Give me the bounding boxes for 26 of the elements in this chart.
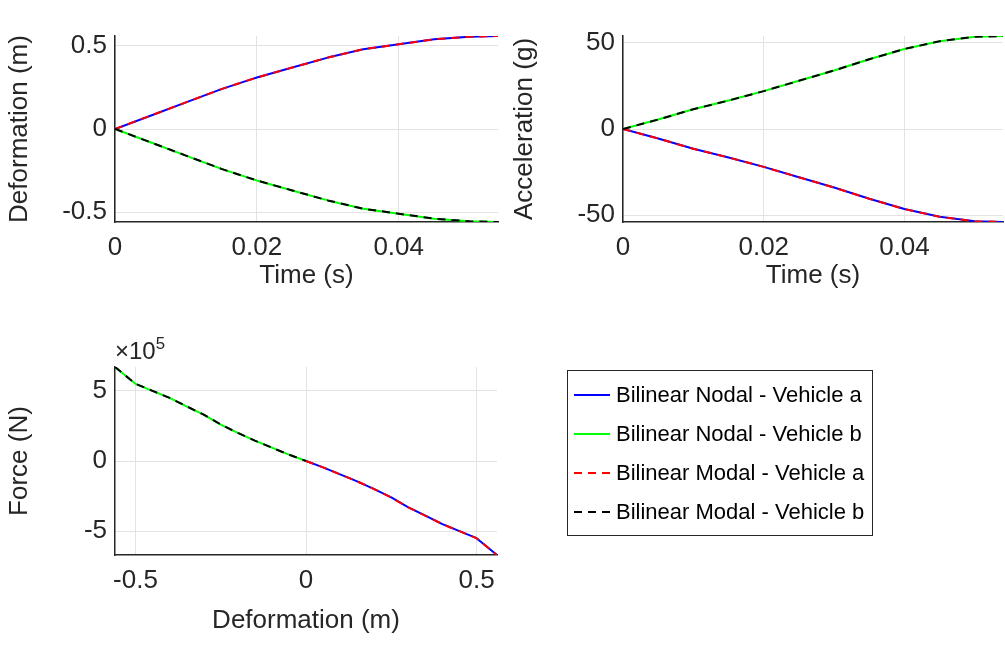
legend-label: Bilinear Modal - Vehicle b: [616, 498, 865, 525]
x-axis-title: Time (s): [259, 258, 354, 289]
legend-label: Bilinear Modal - Vehicle a: [616, 459, 865, 486]
x-tick-label: 0.5: [458, 563, 495, 594]
x-tick-label: 0: [298, 563, 314, 594]
x-tick-label: 0.02: [738, 230, 790, 261]
y-tick-label: 0: [600, 112, 615, 143]
y-tick-label: -50: [577, 198, 615, 229]
x-axis-title: Deformation (m): [212, 603, 400, 634]
y-tick-label: -0.5: [62, 195, 107, 226]
y-tick-label: -5: [83, 514, 107, 545]
y-axis-title: Deformation (m): [2, 35, 33, 223]
x-axis-title: Time (s): [765, 258, 861, 289]
y-tick-label: 0: [92, 112, 107, 143]
y-tick-label: 0.5: [70, 29, 107, 60]
y-tick-label: 0: [92, 444, 107, 475]
x-tick-label: 0.04: [879, 230, 930, 261]
legend-label: Bilinear Nodal - Vehicle b: [616, 420, 862, 447]
x-tick-label: 0.04: [373, 230, 425, 261]
y-tick-label: 5: [92, 374, 107, 405]
y-axis-title: Acceleration (g): [507, 37, 538, 221]
x-tick-label: -0.5: [113, 563, 158, 594]
x-tick-label: 0.02: [231, 230, 283, 261]
y-tick-label: 50: [586, 26, 615, 57]
legend-label: Bilinear Nodal - Vehicle a: [616, 381, 862, 408]
y-axis-title: Force (N): [2, 406, 33, 516]
